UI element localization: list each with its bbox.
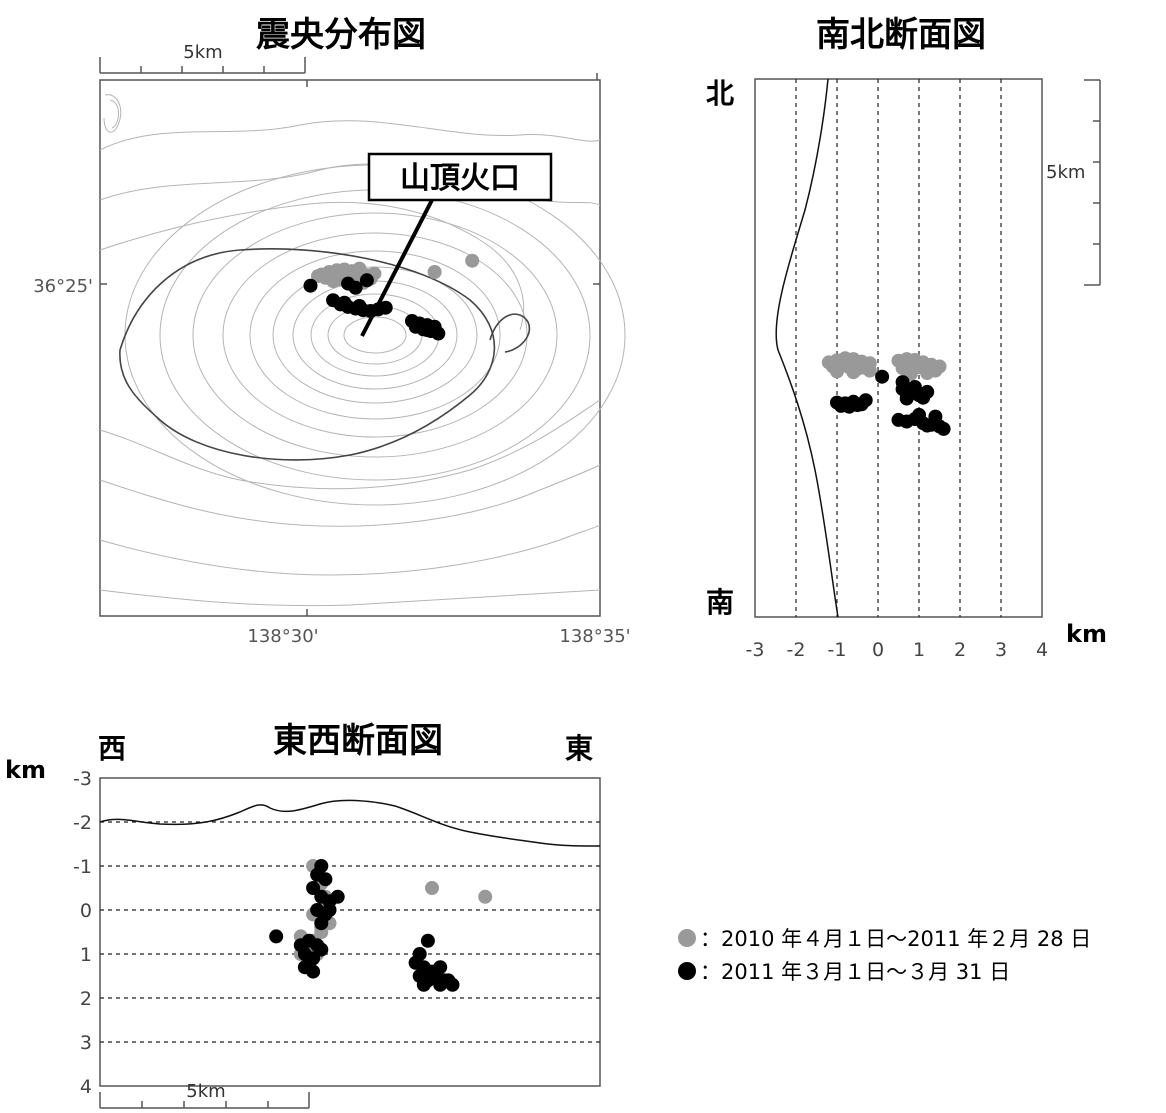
ns-section-title: 南北断面図 xyxy=(816,15,986,55)
ew-y-tick-label: 0 xyxy=(80,900,92,922)
ew-point-period2 xyxy=(322,903,337,917)
ew-point-period2 xyxy=(416,977,431,992)
ns-point-period2 xyxy=(899,391,914,406)
ns-depth-grid xyxy=(795,79,1002,617)
ns-topography xyxy=(775,78,839,618)
legend-label-period1: ：2010 年４月１日～2011 年２月 28 日 xyxy=(700,927,1091,951)
lat-label: 36°25' xyxy=(33,276,93,297)
epicenter-point-period1 xyxy=(465,253,480,268)
ns-north-label: 北 xyxy=(706,77,734,110)
epicenter-point-period2 xyxy=(348,280,363,295)
ew-point-period1 xyxy=(478,889,493,904)
epicenter-scale-label: 5km xyxy=(183,42,222,63)
epicenter-point-period2 xyxy=(359,273,374,288)
ew-y-tick-label: 4 xyxy=(80,1076,92,1098)
ns-point-period2 xyxy=(936,421,951,436)
ew-y-tick-label: 3 xyxy=(80,1032,92,1054)
ew-point-period2 xyxy=(306,881,321,895)
ns-point-period1 xyxy=(846,365,861,380)
ew-point-period2 xyxy=(306,964,321,979)
ns-point-period2 xyxy=(907,380,922,394)
epicenter-point-period1 xyxy=(311,269,325,284)
ns-x-tick-label: -2 xyxy=(787,639,806,661)
ew-point-period1 xyxy=(425,881,439,895)
ew-y-tick-label: 2 xyxy=(80,988,92,1010)
ew-point-period2 xyxy=(306,951,321,966)
ns-x-tick-label: 4 xyxy=(1036,639,1048,661)
legend-label-period2: ：2011 年３月１日～３月 31 日 xyxy=(700,960,1010,984)
ew-point-period2 xyxy=(318,872,333,887)
legend: ：2010 年４月１日～2011 年２月 28 日 ：2011 年３月１日～３月… xyxy=(678,927,1091,984)
ew-east-label: 東 xyxy=(565,732,593,765)
epicenter-point-period1 xyxy=(352,261,367,276)
ns-x-tick-label: 3 xyxy=(995,639,1007,661)
ns-point-period2 xyxy=(928,409,943,424)
ew-point-period2 xyxy=(441,973,456,988)
ns-south-label: 南 xyxy=(706,586,734,619)
epicenter-point-period2 xyxy=(337,295,352,310)
ns-section: 南北断面図 北 南 -3 -2 -1 0 1 2 3 4 km 5km xyxy=(706,15,1107,661)
epicenter-map-title: 震央分布図 xyxy=(256,15,426,55)
ew-unit-label: km xyxy=(5,756,46,784)
ns-scale-bar: 5km xyxy=(1046,79,1101,286)
ew-y-tick-label: -1 xyxy=(73,856,92,878)
epicenter-point-period1 xyxy=(337,262,352,277)
ns-x-tick-label: 1 xyxy=(913,639,925,661)
ew-west-label: 西 xyxy=(98,732,126,765)
ew-topography xyxy=(99,799,601,847)
ew-scale-bar: 5km xyxy=(99,1081,310,1109)
lon-label-1: 138°30' xyxy=(247,626,318,647)
ns-point-period1 xyxy=(830,364,844,379)
ew-scale-label: 5km xyxy=(186,1081,225,1102)
epicenter-point-period2 xyxy=(303,278,318,293)
ew-y-tick-label: 1 xyxy=(80,944,92,966)
crater-label: 山頂火口 xyxy=(400,161,520,196)
crater-callout: 山頂火口 xyxy=(360,152,553,337)
ew-point-period2 xyxy=(314,942,329,957)
ew-point-period2 xyxy=(269,929,284,944)
epicenter-point-period1 xyxy=(326,274,341,289)
epicenter-point-period2 xyxy=(420,323,435,338)
epicenter-point-period2 xyxy=(352,299,367,313)
ns-point-period2 xyxy=(875,369,890,384)
ns-unit-label: km xyxy=(1066,620,1107,648)
legend-marker-period2 xyxy=(678,962,696,980)
ns-x-ticks: -3 -2 -1 0 1 2 3 4 xyxy=(746,639,1049,661)
lon-label-2: 138°35' xyxy=(559,626,630,647)
epicenter-axis-ticks xyxy=(100,73,600,616)
ns-x-tick-label: 0 xyxy=(872,639,884,661)
ew-points xyxy=(269,859,493,992)
ew-depth-grid xyxy=(100,821,600,1043)
ew-point-period2 xyxy=(314,916,329,931)
ew-y-tick-label: -2 xyxy=(73,812,92,834)
ew-section-title: 東西断面図 xyxy=(273,721,443,761)
ns-point-period2 xyxy=(858,393,873,408)
ns-point-period1 xyxy=(920,366,935,381)
epicenter-points xyxy=(303,253,480,341)
ns-x-tick-label: -3 xyxy=(746,639,765,661)
epicenter-point-period2 xyxy=(378,300,393,315)
ns-point-period1 xyxy=(862,363,877,378)
ns-point-period2 xyxy=(920,418,935,433)
epicenter-point-period1 xyxy=(427,265,442,279)
ns-point-period2 xyxy=(912,407,926,422)
legend-marker-period1 xyxy=(678,929,696,947)
ns-point-period2 xyxy=(916,390,931,405)
ns-x-tick-label: -1 xyxy=(828,639,847,661)
ew-y-tick-label: -3 xyxy=(73,768,92,790)
ew-y-ticks: -3 -2 -1 0 1 2 3 4 xyxy=(73,768,92,1098)
ns-points xyxy=(821,351,951,436)
ns-scale-label: 5km xyxy=(1046,162,1085,183)
ew-point-period2 xyxy=(420,933,435,948)
ew-point-period2 xyxy=(330,889,345,904)
epicenter-scale-bar: 5km xyxy=(99,42,306,74)
epicenter-point-period2 xyxy=(431,326,446,341)
ns-x-tick-label: 2 xyxy=(954,639,966,661)
epicenter-map: 震央分布図 5km xyxy=(33,15,630,647)
ew-section: 東西断面図 西 東 km -3 -2 -1 0 1 2 3 4 5km xyxy=(5,721,601,1109)
